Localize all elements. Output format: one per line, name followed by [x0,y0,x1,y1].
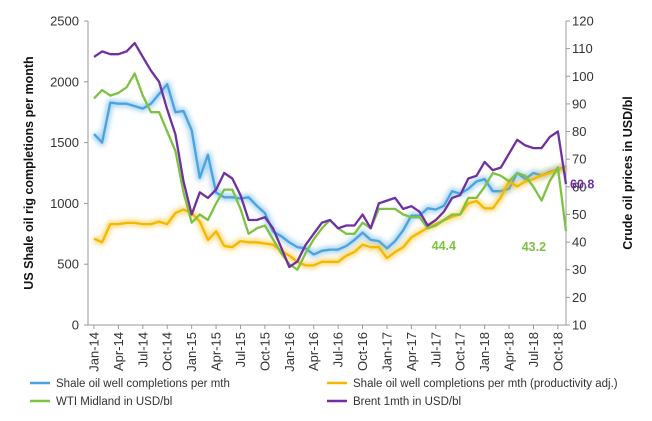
x-tick-label: Apr-16 [306,332,321,371]
x-tick-label: Jul-14 [135,332,150,367]
series-layer [91,41,568,271]
series-line-1 [93,166,567,267]
x-tick-label: Jan-18 [477,332,492,372]
right-tick-label: 40 [572,235,586,250]
right-tick-label: 110 [572,41,593,56]
x-tick-label: Jan-17 [379,332,394,372]
left-tick-label: 2000 [50,74,79,89]
value-label: 60.8 [570,178,594,192]
value-label: 43.2 [522,240,546,254]
x-tick-label: Apr-14 [111,332,126,371]
x-tick-label: Oct-14 [160,332,175,371]
right-tick-label: 120 [572,14,594,29]
right-tick-label: 30 [572,262,586,277]
right-tick-label: 10 [572,318,586,333]
value-label: 44.4 [432,239,456,253]
right-tick-label: 90 [572,96,586,111]
right-tick-label: 70 [572,152,586,167]
x-tick-label: Oct-16 [355,332,370,371]
legend-label: Shale oil well completions per mth [56,378,230,390]
x-tick-label: Oct-18 [550,332,565,371]
x-tick-label: Apr-18 [502,332,517,371]
axes: 0 500 1000 1500 2000 2500 10 20 30 40 50 60 70 80 90 10… [22,14,635,372]
left-tick-label: 2500 [50,14,79,29]
x-tick-label: Jul-16 [331,332,346,367]
y-axis-title: US Shale oil rig completions per month [22,56,36,289]
x-tick-label: Jan-14 [87,332,102,372]
x-tick-label: Jan-16 [282,332,297,372]
x-tick-label: Oct-15 [257,332,272,371]
right-tick-label: 100 [572,69,594,84]
left-tick-label: 1000 [50,196,79,211]
x-tick-label: Oct-17 [453,332,468,371]
x-tick-label: Jul-17 [428,332,443,367]
legend-label: Brent 1mth in USD/bl [353,396,461,408]
y2-axis-title: Crude oil prices in USD/bl [621,96,635,250]
right-tick-label: 50 [572,207,586,222]
x-tick-label: Jul-18 [526,332,541,367]
x-tick-label: Apr-15 [209,332,224,371]
left-tick-label: 500 [57,257,79,272]
legend-label: Shale oil well completions per mth (prod… [353,378,618,390]
right-tick-label: 20 [572,290,586,305]
legend: Shale oil well completions per mth Shale … [30,378,618,408]
legend-label: WTI Midland in USD/bl [56,396,172,408]
left-tick-label: 0 [72,318,79,333]
left-tick-label: 1500 [50,135,79,150]
annotation-layer: 44.4 43.2 60.8 [432,178,595,255]
series-line-3 [93,41,568,269]
x-tick-label: Apr-17 [404,332,419,371]
right-tick-label: 80 [572,124,586,139]
x-tick-label: Jan-15 [184,332,199,372]
x-tick-label: Jul-15 [233,332,248,367]
right-tick-label: 60 [572,179,586,194]
